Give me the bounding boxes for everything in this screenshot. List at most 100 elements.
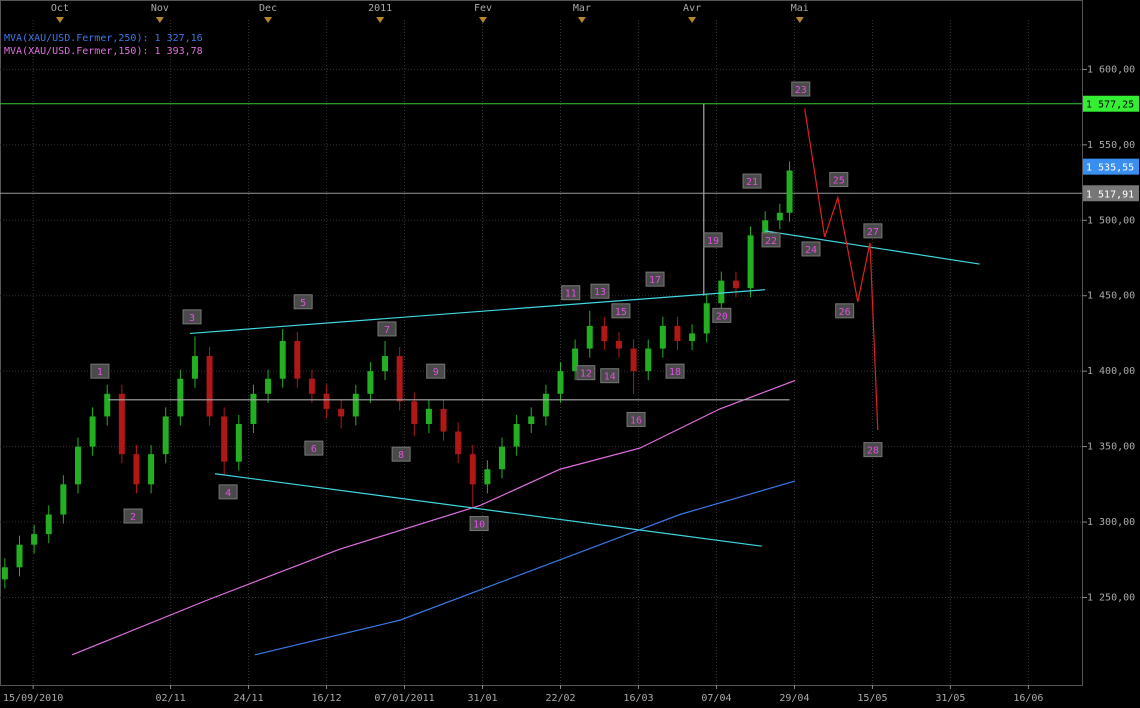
- candle-body: [89, 416, 96, 447]
- candle-body: [455, 431, 462, 455]
- x-tick-label: 07/04: [701, 693, 731, 704]
- legend-name: MVA(XAU/USD.Fermer,250):: [4, 33, 149, 44]
- top-axis-label: 2011: [368, 3, 392, 14]
- x-tick-label: 07/01/2011: [374, 693, 434, 704]
- annotation-label: 8: [398, 450, 404, 461]
- x-tick-label: 24/11: [234, 693, 264, 704]
- x-tick-label: 16/12: [311, 693, 341, 704]
- annotation-box: [761, 232, 781, 248]
- annotation-box: [590, 283, 610, 299]
- candle-body: [177, 378, 184, 417]
- annotation-label: 25: [833, 176, 845, 187]
- candle-body: [382, 356, 389, 372]
- x-tick-label: 16/03: [623, 693, 653, 704]
- moving-average-line: [71, 379, 796, 656]
- top-axis-marker: [376, 17, 385, 23]
- annotation-label: 19: [707, 236, 719, 247]
- annotation-label: 6: [311, 444, 317, 455]
- annotation-box: [829, 172, 849, 188]
- trend-line: [214, 473, 762, 547]
- candle-body: [732, 280, 739, 289]
- annotation-label: 12: [580, 369, 592, 380]
- candle-body: [235, 423, 242, 462]
- annotation-box: [600, 368, 620, 384]
- y-tick-label: 1 250,00: [1087, 592, 1135, 603]
- annotation-label: 5: [300, 298, 306, 309]
- trend-line: [764, 230, 980, 265]
- candle-body: [557, 371, 564, 394]
- x-tick-label: 31/01: [467, 693, 497, 704]
- y-tick-label: 1 550,00: [1087, 140, 1135, 151]
- annotation-label: 22: [765, 236, 777, 247]
- top-axis-marker: [795, 17, 804, 23]
- annotation-label: 2: [130, 512, 136, 523]
- annotation-label: 15: [615, 307, 627, 318]
- annotation-label: 4: [225, 488, 231, 499]
- candle-body: [250, 393, 257, 424]
- candle-body: [221, 416, 228, 462]
- annotation-box: [426, 363, 446, 379]
- candle-body: [162, 416, 169, 455]
- candle-body: [572, 348, 579, 372]
- top-axis-marker: [264, 17, 273, 23]
- annotation-box: [835, 303, 855, 319]
- top-axis-label: Nov: [151, 3, 169, 14]
- annotation-box: [182, 309, 202, 325]
- legend-value: 1 393,78: [155, 46, 203, 57]
- price-tag: [1083, 95, 1139, 112]
- annotation-label: 16: [630, 415, 642, 426]
- candle-body: [425, 408, 432, 424]
- y-tick-label: 1 450,00: [1087, 291, 1135, 302]
- x-tick-label: 16/06: [1013, 693, 1043, 704]
- annotation-label: 7: [384, 325, 390, 336]
- candle-body: [786, 170, 793, 213]
- candle-body: [352, 393, 359, 417]
- price-tag-label: 1 517,91: [1086, 189, 1134, 200]
- candle-body: [191, 356, 198, 379]
- candle-body: [674, 325, 681, 341]
- annotation-label: 21: [746, 177, 758, 188]
- candle-body: [206, 356, 213, 417]
- top-axis-label: Oct: [51, 3, 69, 14]
- annotation-box: [377, 321, 397, 337]
- annotation-box: [123, 508, 143, 524]
- candle-body: [586, 325, 593, 349]
- top-axis-label: Mai: [791, 3, 809, 14]
- top-axis-label: Mar: [573, 3, 591, 14]
- candle-body: [542, 393, 549, 417]
- top-axis-marker: [577, 17, 586, 23]
- candle-body: [104, 393, 111, 417]
- x-tick-label: 15/09/2010: [3, 693, 63, 704]
- y-tick-label: 1 600,00: [1087, 64, 1135, 75]
- annotation-box: [626, 411, 646, 427]
- annotation-label: 26: [839, 307, 851, 318]
- annotation-box: [611, 303, 631, 319]
- annotation-label: 13: [594, 287, 606, 298]
- candle-body: [703, 303, 710, 334]
- price-tag: [1083, 185, 1139, 202]
- candle-body: [308, 378, 315, 394]
- candle-body: [411, 401, 418, 424]
- price-tag: [1083, 158, 1139, 175]
- annotation-label: 23: [795, 85, 807, 96]
- top-axis-label: Avr: [683, 3, 701, 14]
- candle-body: [484, 469, 491, 485]
- candle-body: [1, 567, 8, 580]
- annotation-box: [469, 516, 489, 532]
- x-tick-label: 31/05: [935, 693, 965, 704]
- top-axis-label: Dec: [259, 3, 277, 14]
- annotation-label: 3: [189, 313, 195, 324]
- annotation-box: [791, 81, 811, 97]
- candle-body: [16, 544, 23, 568]
- candle-body: [440, 408, 447, 432]
- candle-body: [323, 393, 330, 409]
- y-tick-label: 1 350,00: [1087, 442, 1135, 453]
- legend-entry: MVA(XAU/USD.Fermer,250): 1 327,16: [4, 33, 203, 44]
- annotation-box: [293, 294, 313, 310]
- annotation-box: [863, 442, 883, 458]
- annotation-box: [703, 232, 723, 248]
- moving-average-line: [254, 480, 796, 656]
- trend-line: [190, 289, 766, 335]
- candle-body: [148, 454, 155, 485]
